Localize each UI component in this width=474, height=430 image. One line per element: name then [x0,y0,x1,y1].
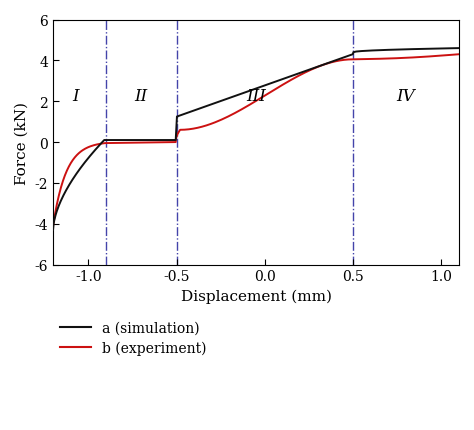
Text: IV: IV [397,87,415,104]
Text: I: I [73,87,79,104]
Text: II: II [135,87,148,104]
Text: III: III [246,87,266,104]
Y-axis label: Force (kN): Force (kN) [15,101,29,184]
X-axis label: Displacement (mm): Displacement (mm) [181,289,331,304]
Legend: a (simulation), b (experiment): a (simulation), b (experiment) [60,321,206,355]
